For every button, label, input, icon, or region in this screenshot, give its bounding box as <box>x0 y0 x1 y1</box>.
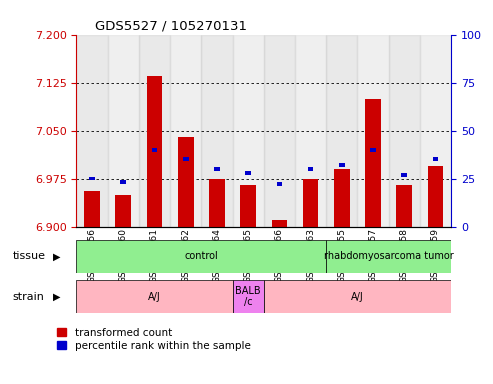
Bar <box>214 167 220 171</box>
Bar <box>326 35 357 227</box>
Text: A/J: A/J <box>351 291 364 302</box>
Text: BALB
/c: BALB /c <box>235 286 261 308</box>
Bar <box>388 35 420 227</box>
Bar <box>295 35 326 227</box>
Text: strain: strain <box>12 291 44 302</box>
Text: ▶: ▶ <box>53 251 60 262</box>
Bar <box>233 35 264 227</box>
Text: rhabdomyosarcoma tumor: rhabdomyosarcoma tumor <box>324 251 454 262</box>
Bar <box>84 191 100 227</box>
Bar <box>107 35 139 227</box>
Bar <box>401 173 407 177</box>
Text: tissue: tissue <box>12 251 45 262</box>
Bar <box>396 185 412 227</box>
Bar <box>201 35 233 227</box>
Bar <box>433 157 438 161</box>
Bar <box>264 35 295 227</box>
Bar <box>76 35 107 227</box>
Bar <box>120 180 126 184</box>
Bar <box>303 179 318 227</box>
Bar <box>170 35 201 227</box>
Bar <box>365 99 381 227</box>
Bar <box>370 148 376 152</box>
Bar <box>326 240 451 273</box>
Bar <box>139 35 170 227</box>
Bar <box>420 35 451 227</box>
Bar <box>76 240 326 273</box>
Bar <box>308 167 314 171</box>
Bar <box>152 148 157 152</box>
Text: GDS5527 / 105270131: GDS5527 / 105270131 <box>95 19 247 32</box>
Bar <box>272 220 287 227</box>
Bar <box>246 171 251 175</box>
Bar <box>241 185 256 227</box>
Bar <box>147 76 162 227</box>
Bar <box>178 137 193 227</box>
Bar <box>183 157 188 161</box>
Bar <box>233 280 264 313</box>
Bar <box>357 35 388 227</box>
Bar <box>76 280 233 313</box>
Bar <box>339 163 345 167</box>
Bar <box>428 166 443 227</box>
Legend: transformed count, percentile rank within the sample: transformed count, percentile rank withi… <box>57 328 250 351</box>
Text: A/J: A/J <box>148 291 161 302</box>
Bar <box>264 280 451 313</box>
Bar <box>209 179 225 227</box>
Bar <box>89 177 95 180</box>
Bar <box>277 182 282 186</box>
Text: control: control <box>184 251 218 262</box>
Text: ▶: ▶ <box>53 291 60 302</box>
Bar <box>115 195 131 227</box>
Bar <box>334 169 350 227</box>
